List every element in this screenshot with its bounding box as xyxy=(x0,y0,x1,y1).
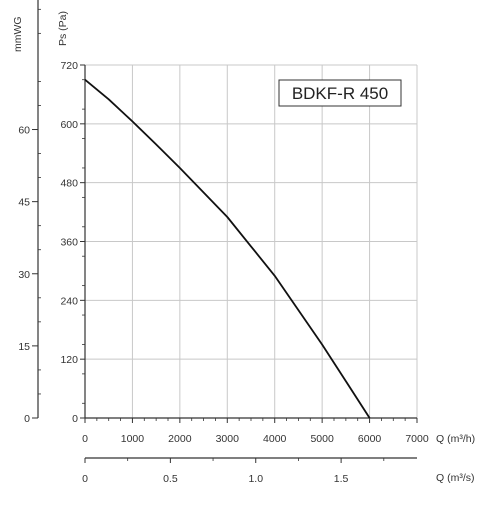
secondary-x-tick-label: 0.5 xyxy=(163,473,178,485)
y-tick-label: 480 xyxy=(60,178,78,190)
secondary-y-tick-label: 15 xyxy=(18,341,30,353)
secondary-y-tick-label: 0 xyxy=(24,413,30,425)
x-tick-label: 0 xyxy=(82,433,88,445)
secondary-y-tick-label: 45 xyxy=(18,197,30,209)
secondary-x-tick-label: 0 xyxy=(82,473,88,485)
grid-lines xyxy=(85,64,418,418)
y-tick-label: 0 xyxy=(72,413,78,425)
x-axis-title-m3s: Q (m³/s) xyxy=(436,472,475,484)
x-tick-label: 2000 xyxy=(168,433,192,445)
x-tick-label: 5000 xyxy=(310,433,334,445)
x-tick-label: 3000 xyxy=(216,433,240,445)
y-tick-label: 240 xyxy=(60,295,78,307)
ticks xyxy=(32,8,418,463)
x-tick-label: 1000 xyxy=(121,433,145,445)
model-label: BDKF-R 450 xyxy=(292,84,388,103)
secondary-x-tick-label: 1.5 xyxy=(334,473,349,485)
x-tick-label: 4000 xyxy=(263,433,287,445)
y-axis-title-ps: Ps (Pa) xyxy=(57,11,69,46)
secondary-y-tick-label: 60 xyxy=(18,125,30,137)
series-line xyxy=(84,79,371,419)
y-tick-label: 720 xyxy=(60,60,78,72)
performance-curve xyxy=(84,79,371,419)
secondary-y-tick-label: 30 xyxy=(18,269,30,281)
x-tick-label: 7000 xyxy=(405,433,429,445)
y-tick-label: 360 xyxy=(60,237,78,249)
y-tick-label: 600 xyxy=(60,119,78,131)
secondary-x-tick-label: 1.0 xyxy=(248,473,263,485)
x-tick-label: 6000 xyxy=(358,433,382,445)
x-axis-title-m3h: Q (m³/h) xyxy=(436,433,475,445)
y-tick-label: 120 xyxy=(60,354,78,366)
model-label-box xyxy=(278,79,402,107)
y-axis-title-mmwg: mmWG xyxy=(12,16,24,52)
